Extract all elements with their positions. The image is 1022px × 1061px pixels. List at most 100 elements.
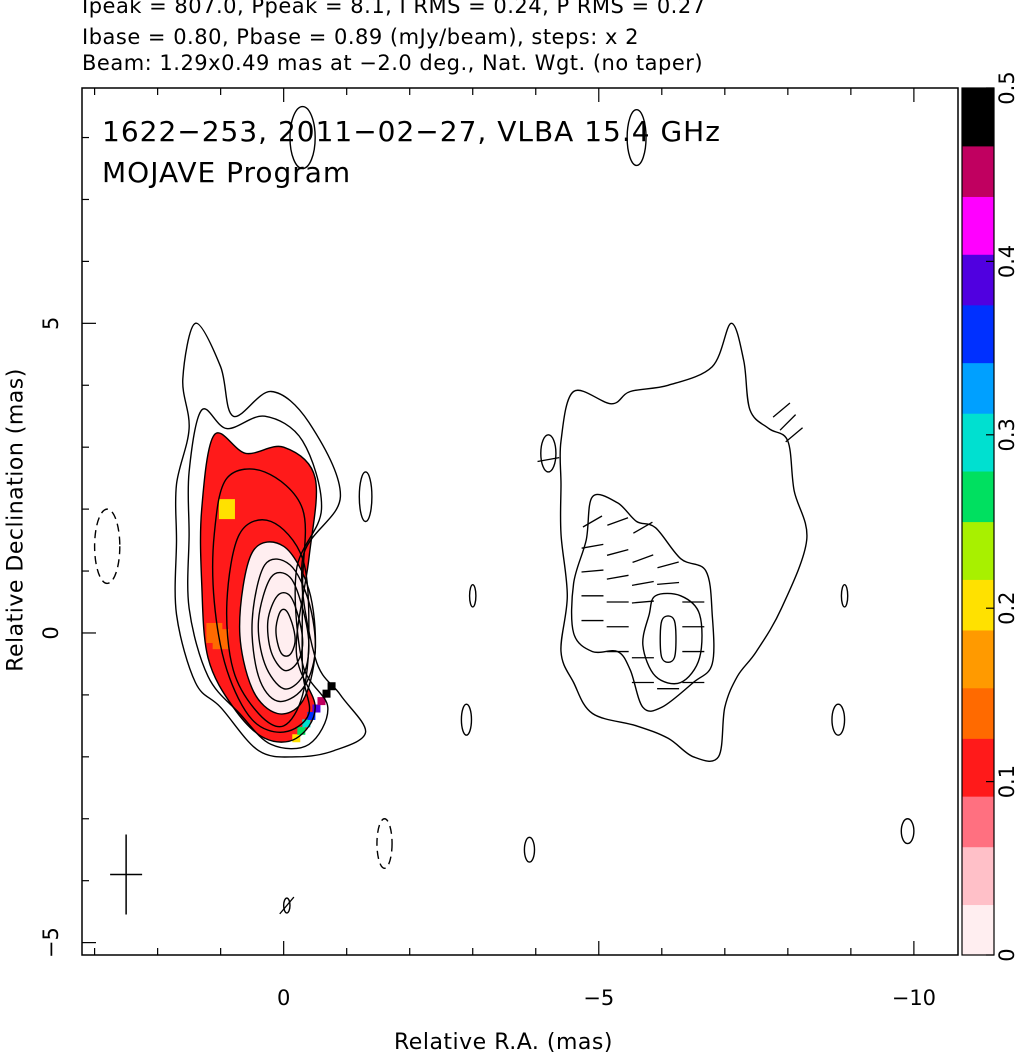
stokes-i-contour-512 (275, 608, 296, 657)
stokes-i-contour-256 (266, 592, 304, 672)
colorbar-segment (962, 456, 994, 465)
colorbar-segment (962, 225, 994, 234)
pol-edge-pixel-4 (312, 704, 321, 713)
colorbar-segment (962, 340, 994, 349)
colorbar-segment (962, 203, 994, 212)
noise-contours (93, 105, 915, 914)
colorbar-tick-label: 0.2 (995, 591, 1019, 624)
colorbar-segment (962, 694, 994, 703)
pol-edge-pixel-3 (307, 711, 316, 720)
header-stats-line-2: Ibase = 0.80, Pbase = 0.89 (mJy/beam), s… (82, 25, 639, 49)
evpa-tick-25 (785, 427, 803, 443)
colorbar-segment (962, 853, 994, 862)
colorbar-segment (962, 485, 994, 494)
colorbar-segment (962, 550, 994, 559)
evpa-tick-9 (631, 580, 654, 586)
colorbar-segment (962, 88, 994, 96)
stokes-p-contour-1 (559, 322, 808, 762)
colorbar-segment (962, 434, 994, 443)
colorbar-segment (962, 738, 994, 747)
colorbar-segment (962, 232, 994, 241)
colorbar-segment (962, 832, 994, 840)
colorbar-segment (962, 283, 994, 291)
colorbar-segment (962, 535, 994, 544)
evpa-tick-6 (657, 561, 679, 569)
colorbar-segment (962, 528, 994, 537)
stokes-p-contour-2 (570, 493, 715, 712)
colorbar-segment (962, 564, 994, 573)
noise-contour-9 (900, 818, 915, 845)
colorbar-segment (962, 875, 994, 884)
colorbar-segment (962, 124, 994, 132)
colorbar-segment (962, 174, 994, 183)
colorbar-segment (962, 153, 994, 161)
header-stats-line-1: Ipeak = 807.0, Ppeak = 8.1, I RMS = 0.24… (82, 0, 706, 18)
colorbar-segment (962, 781, 994, 790)
colorbar-segment (962, 275, 994, 284)
x-tick-label: 0 (277, 986, 290, 1010)
colorbar-segment (962, 673, 994, 682)
header-beam-line: Beam: 1.29x0.49 mas at −2.0 deg., Nat. W… (82, 51, 704, 75)
colorbar-segment (962, 239, 994, 248)
colorbar-segment (962, 398, 994, 407)
noise-contour-5 (460, 703, 473, 736)
colorbar-segment (962, 463, 994, 472)
colorbar-segment (962, 442, 994, 450)
colorbar-frame (961, 87, 995, 956)
colorbar-segment (962, 897, 994, 906)
colorbar: 0 0.1 0.2 0.3 0.4 0.5 (961, 71, 1019, 962)
y-axis-label: Relative Declination (mas) (3, 368, 29, 672)
colorbar-segment (962, 608, 994, 617)
colorbar-segment (962, 824, 994, 833)
colorbar-segment (962, 196, 994, 205)
pol-pixel-2 (225, 530, 242, 551)
colorbar-segment (962, 774, 994, 783)
pol-pixel-3 (218, 499, 235, 520)
colorbar-segment (962, 391, 994, 400)
evpa-tick-10 (657, 581, 680, 586)
colorbar-segment (962, 311, 994, 320)
colorbar-segment (962, 427, 994, 436)
negative-contour-1 (376, 818, 393, 869)
colorbar-segment (962, 868, 994, 877)
colorbar-tick-label: 0.1 (995, 765, 1019, 798)
colorbar-segment (962, 839, 994, 848)
evpa-tick-27 (537, 457, 560, 463)
colorbar-segment (962, 348, 994, 356)
x-tick-label: −10 (892, 986, 936, 1010)
evpa-tick-1 (607, 517, 629, 526)
colorbar-segment (962, 572, 994, 580)
colorbar-segment (962, 131, 994, 140)
colorbar-segment (962, 218, 994, 226)
pol-pixel-4 (212, 573, 229, 594)
colorbar-segment (962, 926, 994, 934)
colorbar-segment (962, 297, 994, 306)
colorbar-segment (962, 622, 994, 631)
colorbar-segment (962, 629, 994, 638)
colorbar-segment (962, 933, 994, 942)
colorbar-segment (962, 579, 994, 588)
colorbar-segment (962, 918, 994, 927)
colorbar-segment (962, 384, 994, 393)
colorbar-segment (962, 254, 994, 262)
colorbar-tick-label: 0.4 (995, 245, 1019, 278)
colorbar-segment (962, 145, 994, 154)
colorbar-segment (962, 861, 994, 869)
colorbar-segment (962, 333, 994, 342)
colorbar-segment (962, 514, 994, 523)
pol-region-core (239, 541, 316, 714)
colorbar-segment (962, 846, 994, 855)
colorbar-segment (962, 369, 994, 378)
colorbar-segment (962, 796, 994, 804)
colorbar-segment (962, 687, 994, 696)
noise-contour-6 (523, 836, 536, 863)
colorbar-segment (962, 745, 994, 754)
colorbar-segment (962, 116, 994, 125)
colorbar-segment (962, 261, 994, 270)
plot-frame (81, 87, 959, 956)
colorbar-segment (962, 290, 994, 299)
colorbar-segment (962, 377, 994, 385)
noise-contour-7 (840, 583, 849, 608)
colorbar-segment (962, 492, 994, 501)
